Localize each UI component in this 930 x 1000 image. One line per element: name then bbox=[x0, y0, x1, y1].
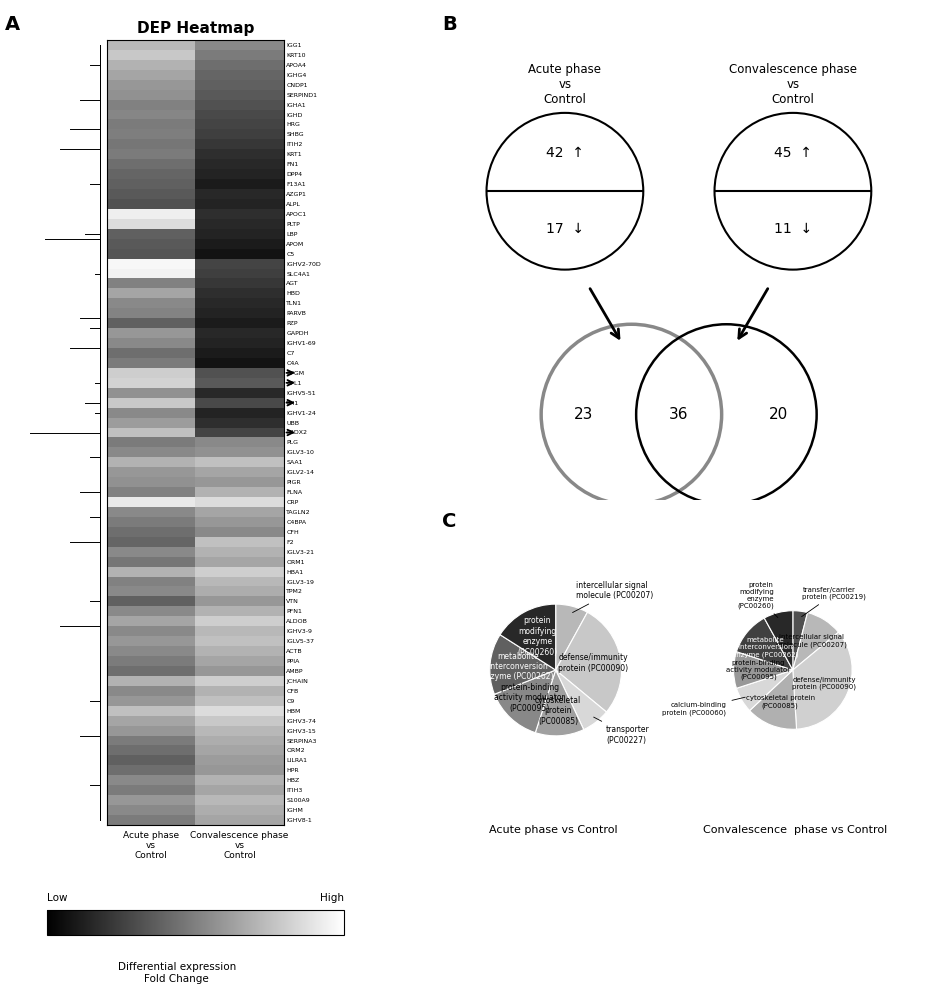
Text: Differential expression
Fold Change: Differential expression Fold Change bbox=[117, 962, 236, 984]
Title: DEP Heatmap: DEP Heatmap bbox=[137, 21, 254, 36]
Wedge shape bbox=[792, 632, 852, 729]
Text: Convalescence  phase vs Control: Convalescence phase vs Control bbox=[703, 825, 887, 835]
Text: defense/immunity
protein (PC00090): defense/immunity protein (PC00090) bbox=[558, 653, 629, 673]
Text: cytoskeletal
protein
(PC00085): cytoskeletal protein (PC00085) bbox=[535, 696, 581, 726]
Text: metabolite
interconversion
enzyme (PC00262): metabolite interconversion enzyme (PC002… bbox=[482, 652, 554, 681]
Text: intercellular signal
molecule (PC00207): intercellular signal molecule (PC00207) bbox=[573, 581, 654, 613]
Text: 45  ↑: 45 ↑ bbox=[774, 146, 812, 160]
Text: High: High bbox=[320, 893, 344, 903]
Text: metabolite
interconversion
enzyme (PC00262): metabolite interconversion enzyme (PC002… bbox=[732, 637, 799, 658]
Text: protein
modifying
enzyme
(PC00260): protein modifying enzyme (PC00260) bbox=[737, 582, 777, 618]
Text: Low: Low bbox=[46, 893, 67, 903]
Text: transfer/carrier
protein (PC00219): transfer/carrier protein (PC00219) bbox=[802, 587, 867, 617]
Wedge shape bbox=[750, 670, 797, 729]
Text: 36: 36 bbox=[670, 407, 688, 422]
Text: 11  ↓: 11 ↓ bbox=[774, 222, 812, 236]
Text: Acute phase vs Control: Acute phase vs Control bbox=[489, 825, 618, 835]
Wedge shape bbox=[737, 618, 792, 670]
Wedge shape bbox=[536, 670, 584, 736]
Text: Convalescence phase
vs
Control: Convalescence phase vs Control bbox=[729, 63, 857, 106]
Wedge shape bbox=[764, 611, 793, 670]
Text: 23: 23 bbox=[574, 407, 593, 422]
Text: calcium-binding
protein (PC00060): calcium-binding protein (PC00060) bbox=[662, 697, 745, 716]
Text: 20: 20 bbox=[769, 407, 789, 422]
Wedge shape bbox=[792, 613, 839, 670]
Text: protein-binding
activity modulator
(PC00095): protein-binding activity modulator (PC00… bbox=[726, 660, 790, 680]
Wedge shape bbox=[555, 612, 621, 712]
Text: Acute phase
vs
Control: Acute phase vs Control bbox=[528, 63, 602, 106]
Wedge shape bbox=[555, 670, 606, 730]
Text: 42  ↑: 42 ↑ bbox=[546, 146, 584, 160]
Wedge shape bbox=[737, 670, 792, 711]
Text: 17  ↓: 17 ↓ bbox=[546, 222, 584, 236]
Wedge shape bbox=[500, 604, 556, 670]
Wedge shape bbox=[495, 670, 555, 733]
Text: protein
modifying
enzyme
(PC00260): protein modifying enzyme (PC00260) bbox=[517, 616, 557, 657]
Text: cytoskeletal protein
(PC00085): cytoskeletal protein (PC00085) bbox=[746, 695, 815, 709]
Wedge shape bbox=[555, 604, 588, 670]
Wedge shape bbox=[490, 635, 555, 694]
Text: intercellular signal
molecule (PC00207): intercellular signal molecule (PC00207) bbox=[776, 634, 846, 648]
Text: C: C bbox=[442, 512, 456, 531]
Text: protein-binding
activity modulator
(PC00095): protein-binding activity modulator (PC00… bbox=[494, 683, 565, 713]
Text: transporter
(PC00227): transporter (PC00227) bbox=[593, 717, 650, 745]
Wedge shape bbox=[734, 652, 792, 688]
Text: defense/immunity
protein (PC00090): defense/immunity protein (PC00090) bbox=[792, 677, 857, 690]
Wedge shape bbox=[792, 611, 807, 670]
Text: B: B bbox=[442, 15, 457, 34]
Text: A: A bbox=[5, 15, 20, 34]
